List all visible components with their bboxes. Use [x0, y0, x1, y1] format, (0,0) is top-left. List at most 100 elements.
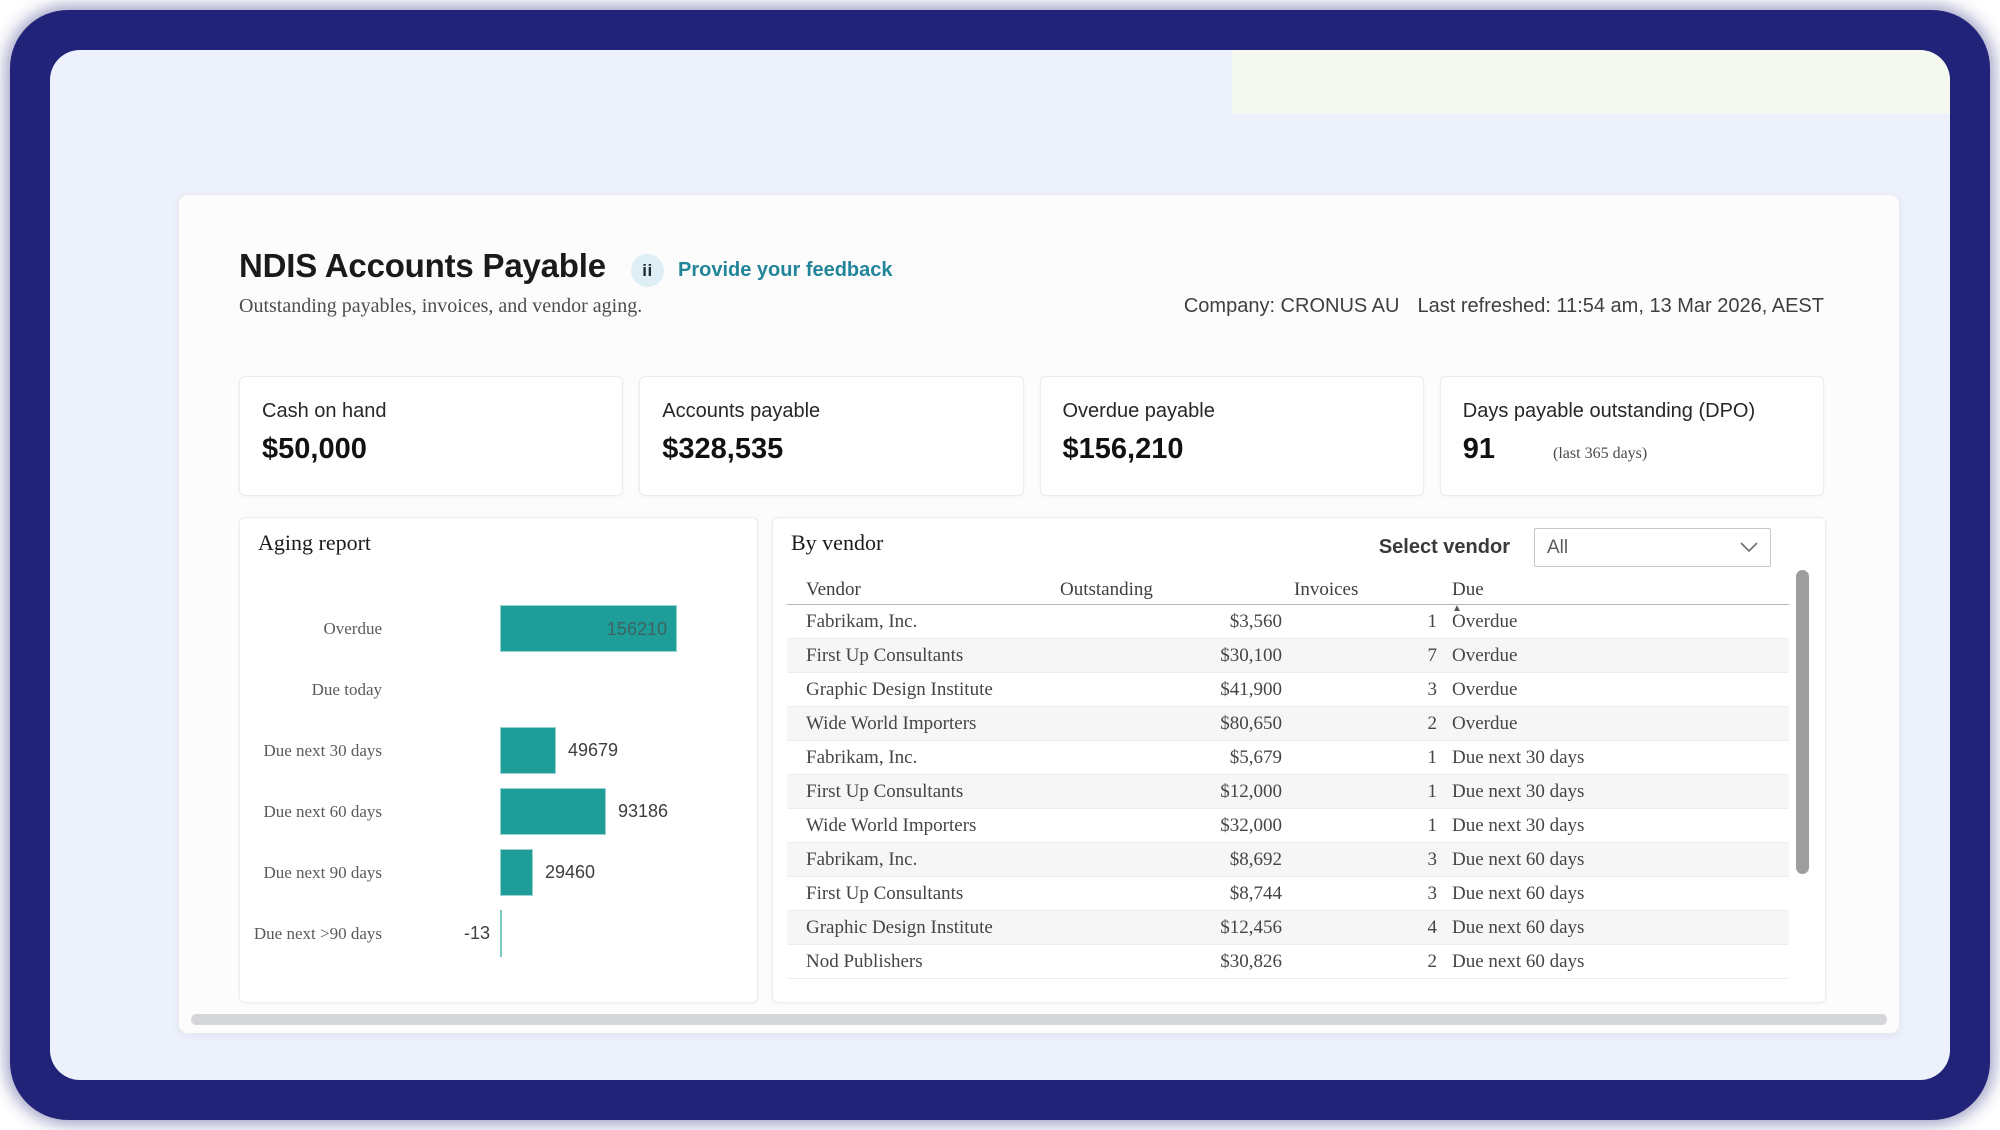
chart-bar-value: 49679 — [568, 740, 619, 760]
kpi-row: Cash on hand $50,000 Accounts payable $328,… — [239, 376, 1824, 496]
kpi-value-row: $328,535 — [662, 433, 783, 466]
cell-vendor: Wide World Importers — [806, 815, 977, 836]
cell-invoices: 7 — [1427, 645, 1438, 666]
vendor-table-scrollbar[interactable] — [1796, 570, 1809, 874]
kpi-value-row: 91 (last 365 days) — [1463, 433, 1647, 466]
column-header-due[interactable]: Due ▲ — [1452, 576, 1789, 614]
table-row[interactable]: Wide World Importers $32,000 1 Due next 30 … — [787, 809, 1789, 843]
cell-outstanding: $41,900 — [1220, 679, 1282, 700]
kpi-label: Overdue payable — [1062, 400, 1215, 422]
report-horizontal-scrollbar[interactable] — [191, 1014, 1887, 1025]
window-frame: NDIS Accounts Payable Outstanding payabl… — [10, 10, 1990, 1120]
cell-vendor: Graphic Design Institute — [806, 679, 993, 700]
table-row[interactable]: Fabrikam, Inc. $3,560 1 Overdue — [787, 605, 1789, 639]
cell-outstanding: $3,560 — [1229, 611, 1282, 632]
cell-invoices: 1 — [1427, 611, 1438, 632]
cell-due: Due next 30 days — [1452, 815, 1585, 836]
cell-invoices: 4 — [1427, 917, 1438, 938]
cell-vendor: First Up Consultants — [806, 645, 964, 666]
cell-outstanding: $30,100 — [1220, 645, 1282, 666]
chart-row: Due next 60 days 93186 — [240, 788, 757, 835]
vendor-table: Vendor Outstanding Invoices Due ▲ Fabrikam, … — [787, 576, 1789, 979]
table-row[interactable]: Graphic Design Institute $12,456 4 Due next… — [787, 911, 1789, 945]
cell-outstanding: $5,679 — [1229, 747, 1282, 768]
report-meta: Company: CRONUS AU Last refreshed: 11:54… — [1184, 295, 1824, 318]
kpi-value: 91 — [1462, 433, 1496, 465]
cell-vendor: Graphic Design Institute — [806, 917, 993, 938]
by-vendor-panel: By vendor Select vendor All Vendor Outsta… — [772, 517, 1826, 1003]
column-header-outstanding[interactable]: Outstanding — [1060, 579, 1153, 600]
table-row[interactable]: First Up Consultants $12,000 1 Due next 30 … — [787, 775, 1789, 809]
cell-invoices: 1 — [1427, 815, 1438, 836]
table-row[interactable]: Wide World Importers $80,650 2 Overdue — [787, 707, 1789, 741]
vendor-table-header: Vendor Outstanding Invoices Due ▲ — [787, 576, 1789, 614]
chart-bar[interactable] — [500, 849, 533, 896]
table-row[interactable]: Nod Publishers $30,826 2 Due next 60 days — [787, 945, 1789, 979]
cell-due: Overdue — [1452, 679, 1518, 700]
cell-due: Due next 30 days — [1452, 747, 1585, 768]
kpi-label: Cash on hand — [262, 400, 387, 422]
dashboard-card: NDIS Accounts Payable Outstanding payabl… — [178, 194, 1900, 1034]
cell-invoices: 1 — [1427, 747, 1438, 768]
cell-outstanding: $12,456 — [1220, 917, 1282, 938]
chevron-down-icon — [1740, 542, 1758, 553]
table-row[interactable]: Fabrikam, Inc. $8,692 3 Due next 60 days — [787, 843, 1789, 877]
cell-due: Due next 60 days — [1452, 883, 1585, 904]
cell-due: Overdue — [1452, 611, 1518, 632]
chart-bar[interactable]: 156210 — [500, 605, 677, 652]
chart-category-label: Due next 60 days — [263, 802, 382, 821]
cell-outstanding: $30,826 — [1220, 951, 1282, 972]
cell-due: Due next 60 days — [1452, 917, 1585, 938]
table-row[interactable]: Fabrikam, Inc. $5,679 1 Due next 30 days — [787, 741, 1789, 775]
table-row[interactable]: First Up Consultants $8,744 3 Due next 60 d… — [787, 877, 1789, 911]
table-row[interactable]: Graphic Design Institute $41,900 3 Overdue — [787, 673, 1789, 707]
kpi-value: $156,210 — [1062, 433, 1184, 465]
chart-category-label: Due today — [311, 680, 382, 699]
table-row[interactable]: First Up Consultants $30,100 7 Overdue — [787, 639, 1789, 673]
chart-row: Due next 30 days 49679 — [240, 727, 757, 774]
cell-vendor: First Up Consultants — [806, 781, 964, 802]
sort-ascending-icon: ▲ — [1452, 603, 1462, 614]
cell-outstanding: $8,744 — [1229, 883, 1282, 904]
chart-bar-value: 156210 — [606, 619, 667, 639]
chart-row: Due today — [240, 666, 757, 713]
top-right-band — [1232, 50, 1950, 114]
kpi-label: Accounts payable — [662, 400, 821, 422]
column-header-invoices[interactable]: Invoices — [1294, 579, 1359, 600]
last-refreshed-label: Last refreshed: 11:54 am, 13 Mar 2026, A… — [1417, 295, 1824, 317]
cell-due: Due next 60 days — [1452, 951, 1585, 972]
chart-row: Due next >90 days -13 — [240, 910, 757, 957]
chart-bar-value: -13 — [463, 923, 490, 943]
chart-bar-value: 93186 — [618, 801, 669, 821]
chart-bar[interactable] — [500, 788, 606, 835]
kpi-value: $328,535 — [662, 433, 784, 465]
feedback-link[interactable]: Provide your feedback — [678, 259, 893, 281]
cell-vendor: Wide World Importers — [806, 713, 977, 734]
chart-category-label: Overdue — [323, 619, 382, 638]
page-title: NDIS Accounts Payable — [239, 247, 606, 284]
cell-outstanding: $12,000 — [1220, 781, 1282, 802]
kpi-card: Cash on hand $50,000 — [239, 376, 624, 496]
cell-due: Due next 30 days — [1452, 781, 1585, 802]
cell-vendor: First Up Consultants — [806, 883, 964, 904]
kpi-value-row: $50,000 — [262, 433, 367, 466]
kpi-card: Accounts payable $328,535 — [639, 376, 1024, 496]
chart-category-label: Due next 30 days — [263, 741, 382, 760]
chart-row: Overdue 156210 — [240, 605, 757, 652]
chart-bar[interactable] — [500, 727, 556, 774]
page-background: NDIS Accounts Payable Outstanding payabl… — [50, 50, 1950, 1080]
cell-vendor: Fabrikam, Inc. — [806, 849, 918, 870]
page-subtitle: Outstanding payables, invoices, and vend… — [239, 295, 643, 317]
column-header-vendor[interactable]: Vendor — [806, 579, 861, 600]
kpi-label: Days payable outstanding (DPO) — [1462, 400, 1756, 422]
cell-outstanding: $32,000 — [1220, 815, 1282, 836]
feedback-icon: ii — [631, 254, 664, 287]
vendor-select-dropdown[interactable]: All — [1534, 528, 1771, 567]
cell-vendor: Fabrikam, Inc. — [806, 747, 918, 768]
kpi-value-row: $156,210 — [1063, 433, 1184, 466]
cell-due: Overdue — [1452, 713, 1518, 734]
chart-bar[interactable] — [500, 910, 502, 957]
vendor-select-wrap: Select vendor All — [1379, 528, 1771, 567]
vendor-select-label: Select vendor — [1378, 536, 1510, 558]
